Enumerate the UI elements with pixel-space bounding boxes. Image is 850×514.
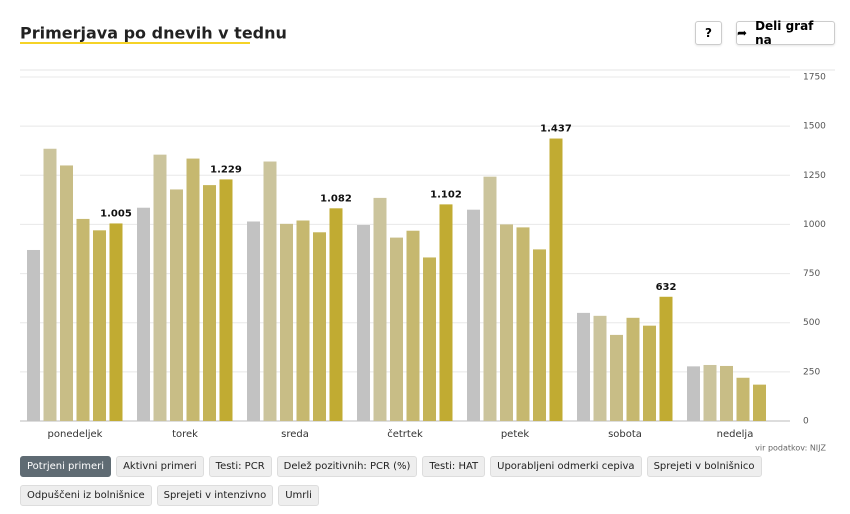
bar (373, 197, 387, 421)
bar (593, 315, 607, 421)
y-tick-label: 750 (803, 269, 820, 279)
y-tick-label: 250 (803, 367, 820, 377)
y-tick-label: 1250 (803, 171, 826, 181)
bar (610, 334, 623, 421)
bar (76, 218, 90, 421)
bar (720, 365, 733, 421)
x-tick-label: sobota (608, 429, 642, 440)
x-tick-label: nedelja (717, 429, 754, 440)
bar (296, 220, 310, 421)
tab-button[interactable]: Umrli (278, 485, 319, 506)
y-tick-label: 1000 (803, 220, 826, 230)
bar (533, 249, 546, 421)
chart-title: Primerjava po dnevih v tednu (20, 24, 287, 43)
bar (549, 138, 563, 421)
value-label: 632 (656, 282, 677, 293)
bar (626, 317, 640, 421)
bar (467, 209, 480, 421)
bar (423, 257, 436, 421)
y-tick-label: 1500 (803, 122, 826, 132)
bar (93, 230, 106, 421)
y-tick-label: 1750 (803, 73, 826, 83)
x-tick-label: ponedeljek (48, 429, 103, 440)
bar (577, 312, 590, 421)
bar (43, 148, 57, 421)
bar (329, 208, 343, 421)
bar (753, 384, 766, 421)
tab-button[interactable]: Aktivni primeri (116, 456, 204, 477)
bar (357, 225, 370, 421)
bar (170, 189, 183, 421)
value-label: 1.082 (320, 193, 352, 204)
bar (247, 221, 260, 421)
value-label: 1.229 (210, 164, 242, 175)
bar (736, 377, 750, 421)
x-tick-label: sreda (281, 429, 309, 440)
value-label: 1.102 (430, 189, 462, 200)
tab-button[interactable]: Delež pozitivnih: PCR (%) (276, 456, 418, 477)
bar (60, 165, 73, 421)
bar (659, 296, 673, 421)
y-tick-label: 500 (803, 318, 820, 328)
bar (153, 154, 167, 421)
bar (27, 249, 40, 421)
tab-button[interactable]: Potrjeni primeri (20, 456, 112, 477)
bar (109, 223, 123, 421)
share-label: Deli graf na (755, 19, 814, 47)
bar (219, 179, 233, 421)
bar (313, 232, 326, 421)
tab-button[interactable]: Odpuščeni iz bolnišnice (20, 485, 152, 506)
tab-button[interactable]: Testi: PCR (208, 456, 272, 477)
x-tick-label: četrtek (387, 428, 423, 440)
tab-button[interactable]: Uporabljeni odmerki cepiva (490, 456, 642, 477)
bar (439, 204, 453, 421)
help-button[interactable]: ? (695, 21, 722, 45)
bar (643, 325, 656, 421)
tab-button[interactable]: Testi: HAT (422, 456, 486, 477)
title-underline (20, 42, 250, 44)
tab-bar: Potrjeni primeri Aktivni primeri Testi: PC… (20, 456, 820, 506)
bar (500, 224, 513, 421)
share-button[interactable]: ➦ Deli graf na (736, 19, 835, 47)
bar (703, 364, 717, 421)
tab-button[interactable]: Sprejeti v bolnišnico (646, 456, 762, 477)
x-tick-label: petek (501, 429, 530, 440)
source: vir podatkov: NIJZ (755, 444, 826, 453)
tab-button[interactable]: Sprejeti v intenzivno (156, 485, 274, 506)
share-icon: ➦ (737, 26, 748, 40)
bar (390, 237, 403, 421)
bar (280, 223, 293, 421)
bar (263, 161, 277, 422)
y-tick-label: 0 (803, 417, 809, 427)
bar (687, 366, 700, 421)
bar (137, 207, 150, 421)
bar (483, 176, 497, 421)
bar (186, 158, 200, 421)
value-label: 1.437 (540, 124, 572, 135)
bar (203, 185, 216, 421)
bar (516, 227, 530, 421)
x-tick-label: torek (172, 429, 198, 440)
value-label: 1.005 (100, 208, 132, 219)
bar (406, 230, 420, 421)
